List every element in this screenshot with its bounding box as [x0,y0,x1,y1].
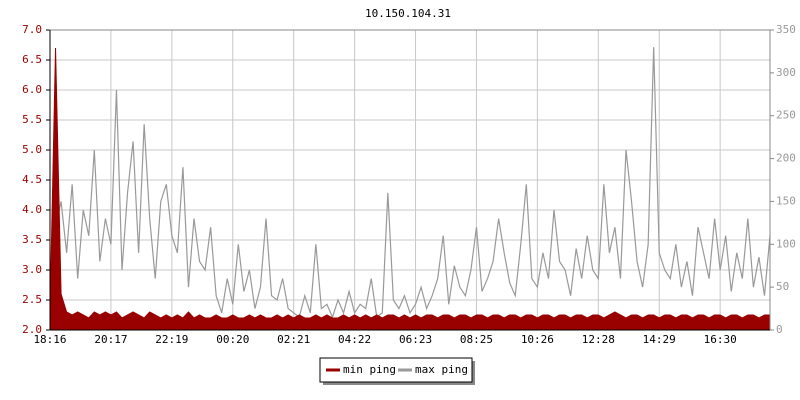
chart-title: 10.150.104.31 [365,7,451,20]
y-tick-label: 7.0 [22,23,42,36]
y2-tick-label: 100 [776,237,796,250]
x-tick-label: 20:17 [94,333,127,346]
x-tick-label: 12:28 [582,333,615,346]
y-tick-label: 6.0 [22,83,42,96]
y-tick-label: 5.0 [22,143,42,156]
y2-tick-label: 150 [776,194,796,207]
max-line [49,47,771,319]
y-tick-label: 2.0 [22,323,42,336]
min-area [49,47,771,331]
y-tick-label: 2.5 [22,293,42,306]
x-tick-label: 08:25 [460,333,493,346]
x-tick-label: 02:21 [277,333,310,346]
legend-label: max ping [415,363,468,376]
x-tick-label: 14:29 [643,333,676,346]
y-tick-label: 4.5 [22,173,42,186]
x-tick-label: 22:19 [155,333,188,346]
x-tick-label: 06:23 [399,333,432,346]
x-tick-label: 10:26 [521,333,554,346]
y2-tick-label: 300 [776,66,796,79]
x-tick-label: 00:20 [216,333,249,346]
legend-label: min ping [343,363,396,376]
y-tick-label: 3.0 [22,263,42,276]
x-tick-label: 16:30 [704,333,737,346]
y2-tick-label: 200 [776,152,796,165]
y2-tick-label: 250 [776,109,796,122]
x-tick-label: 18:16 [33,333,66,346]
x-tick-label: 04:22 [338,333,371,346]
y2-tick-label: 0 [776,323,783,336]
legend-box [319,357,473,383]
y2-tick-label: 50 [776,280,789,293]
y-tick-label: 4.0 [22,203,42,216]
y-tick-label: 6.5 [22,53,42,66]
y2-tick-label: 350 [776,23,796,36]
y-tick-label: 5.5 [22,113,42,126]
y-tick-label: 3.5 [22,233,42,246]
